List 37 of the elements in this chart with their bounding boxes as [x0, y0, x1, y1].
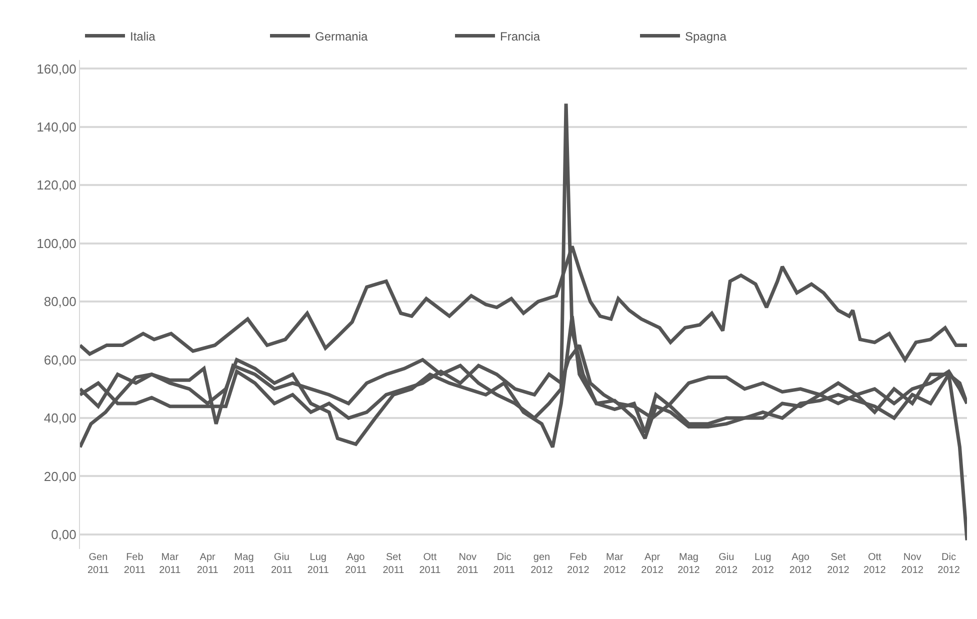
- y-tick-label: 80,00: [44, 294, 76, 310]
- y-tick-label: 60,00: [44, 352, 76, 368]
- legend-label: Francia: [500, 29, 540, 44]
- x-tick-label: Mag 2012: [678, 552, 700, 576]
- x-tick-label: Set 2011: [382, 552, 405, 576]
- x-tick-label: Nov 2012: [901, 552, 924, 576]
- x-tick-label: Lug 2012: [752, 552, 774, 576]
- x-tick-label: Nov 2011: [456, 552, 479, 576]
- y-tick-label: 0,00: [51, 527, 76, 542]
- y-tick-label: 140,00: [36, 120, 76, 134]
- x-tick-label: Ott 2011: [419, 552, 442, 576]
- x-tick-label: Lug 2011: [307, 552, 330, 576]
- y-tick-label: 20,00: [44, 468, 76, 484]
- x-tick-label: Mag 2011: [233, 552, 256, 576]
- y-tick-label: 40,00: [44, 410, 76, 426]
- x-tick-label: Apr 2012: [641, 552, 664, 576]
- x-tick-label: Feb 2012: [567, 552, 590, 576]
- x-tick-label: Dic 2011: [493, 552, 516, 576]
- x-tick-label: Mar 2012: [604, 552, 626, 576]
- x-tick-label: Giu 2012: [715, 552, 738, 576]
- legend-label: Italia: [130, 29, 156, 44]
- x-tick-label: Set 2012: [827, 552, 850, 576]
- x-tick-label: Mar 2011: [159, 552, 182, 576]
- y-tick-label: 160,00: [36, 61, 76, 76]
- x-tick-label: Dic 2012: [938, 552, 960, 576]
- x-tick-label: gen 2012: [530, 552, 554, 576]
- x-tick-label: Ott 2012: [864, 552, 886, 576]
- x-tick-label: Gen 2011: [87, 552, 110, 576]
- y-tick-label: 120,00: [36, 178, 76, 193]
- x-tick-label: Ago 2012: [789, 552, 812, 576]
- legend-label: Germania: [315, 29, 368, 44]
- x-tick-label: Giu 2011: [270, 552, 293, 576]
- x-tick-label: Feb 2011: [124, 552, 146, 576]
- y-tick-label: 100,00: [36, 236, 76, 251]
- legend-label: Spagna: [685, 29, 727, 44]
- x-tick-label: Apr 2011: [196, 552, 219, 576]
- x-tick-label: Ago 2011: [345, 552, 368, 576]
